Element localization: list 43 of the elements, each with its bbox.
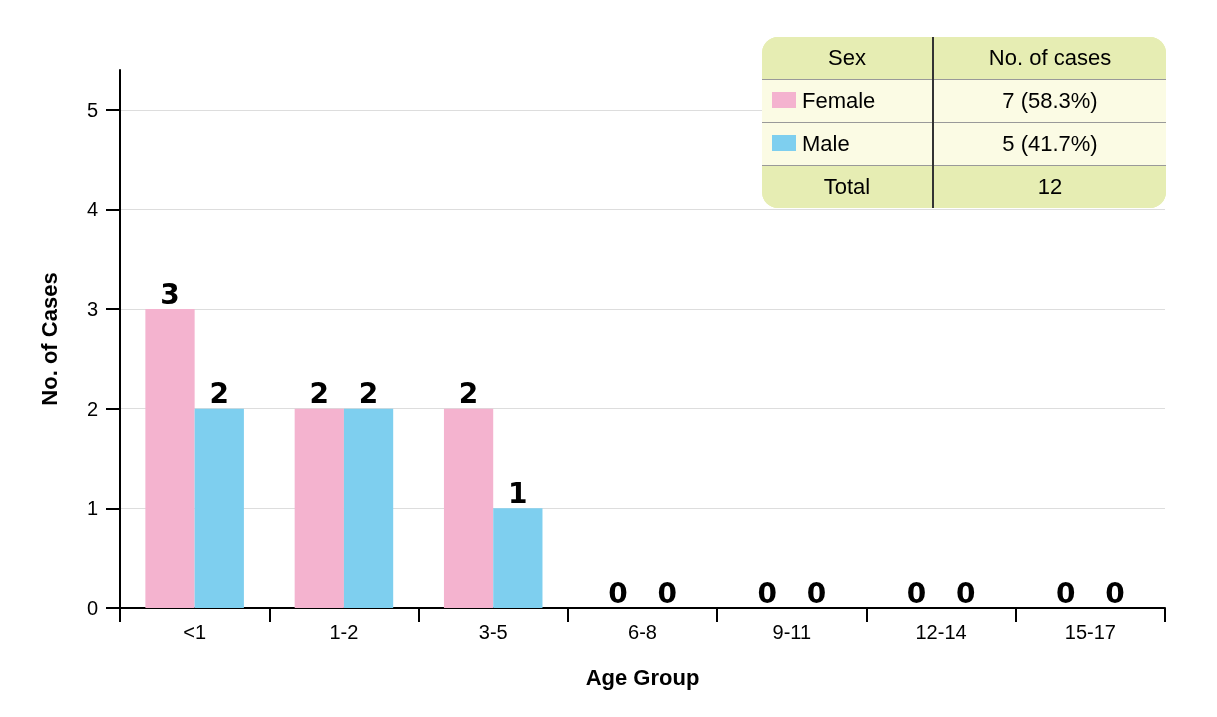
- annotation: 5 (41.7%): [1001, 130, 1099, 158]
- y-tick-label: 2: [86, 397, 98, 420]
- legend-label: Male: [762, 122, 933, 166]
- bar: [145, 309, 195, 608]
- data-label: 0: [1105, 576, 1125, 610]
- data-label: 0: [906, 576, 927, 610]
- y-tick-label: 4: [86, 198, 98, 221]
- data-label: 1: [508, 476, 528, 510]
- data-label: 0: [806, 576, 827, 610]
- bar: [493, 508, 543, 608]
- text: No. of cases: [988, 45, 1112, 70]
- data-label: 0: [1055, 576, 1076, 610]
- bar: [443, 408, 494, 608]
- data-label: 0: [608, 576, 628, 610]
- data-label: 0: [657, 576, 677, 610]
- y-tick-label: 5: [86, 98, 98, 121]
- x-tick-label: 1-2: [329, 621, 359, 643]
- data-label: 2: [309, 377, 330, 411]
- x-tick-label: 12-14: [915, 621, 967, 643]
- data-label: 2: [458, 377, 479, 411]
- y-tick-label: 0: [86, 597, 98, 619]
- x-tick-label: 15-17: [1064, 621, 1116, 643]
- bar: [294, 408, 344, 608]
- y-axis-title: No. of Cases: [36, 272, 62, 406]
- legend-label: Female: [762, 79, 933, 123]
- bar: [343, 408, 394, 608]
- x-tick-label: 6-8: [628, 621, 657, 643]
- x-tick-label: 9-11: [772, 621, 812, 643]
- x-axis-title: Age Group: [585, 664, 700, 690]
- y-tick-label: 3: [86, 298, 98, 321]
- annotation: 12: [1036, 173, 1064, 201]
- x-tick-label: <1: [183, 621, 207, 643]
- bar: [194, 408, 244, 608]
- text: Sex: [828, 45, 866, 70]
- data-label: 0: [955, 576, 976, 610]
- x-tick-label: 3-5: [478, 621, 508, 643]
- y-tick-label: 1: [86, 497, 98, 520]
- data-label: 2: [209, 377, 230, 411]
- data-label: 0: [757, 576, 777, 610]
- data-label: 3: [160, 277, 180, 311]
- data-label: 2: [358, 377, 379, 411]
- annotation: Total: [762, 165, 933, 208]
- annotation: 7 (58.3%): [1001, 87, 1099, 115]
